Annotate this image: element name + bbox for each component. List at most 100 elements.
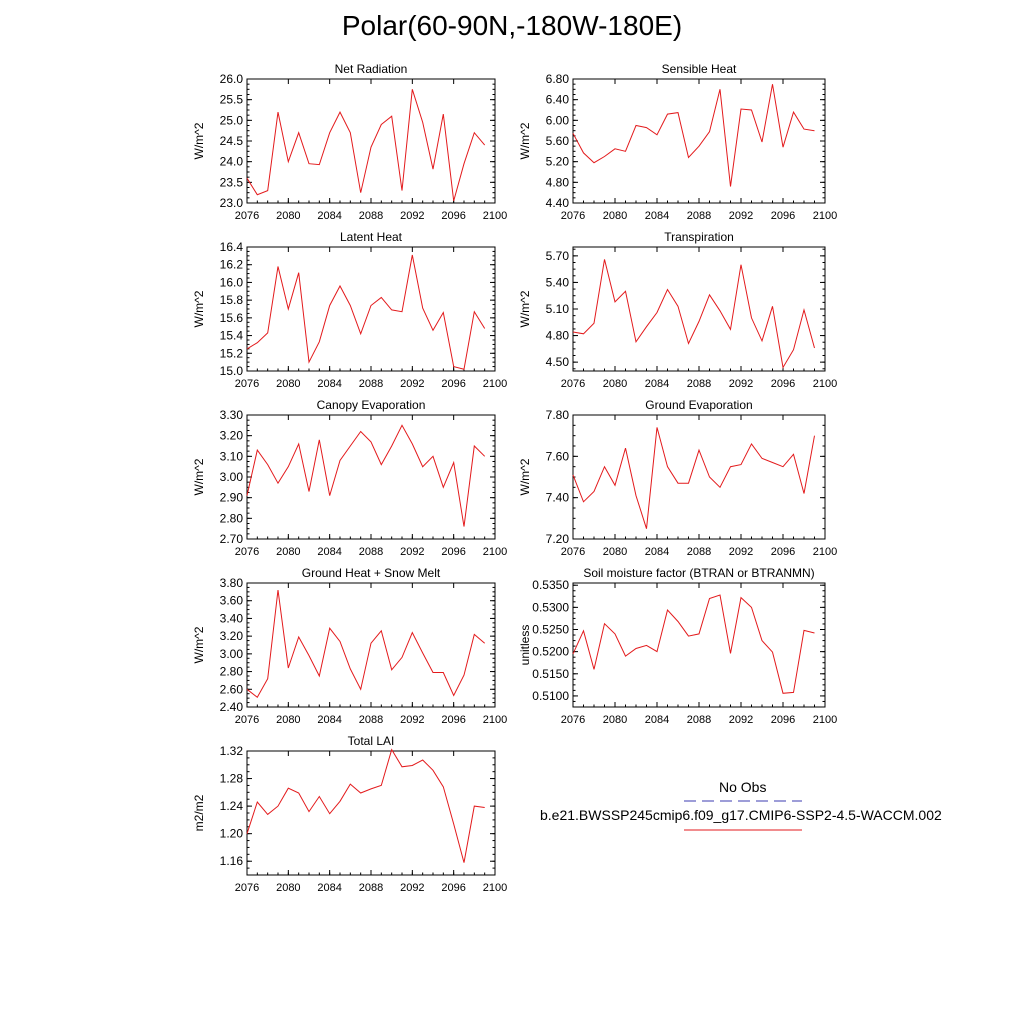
panel-7-ytick-label: 3.80 [220, 576, 244, 590]
panel-1-xtick-label: 2100 [483, 210, 507, 222]
panel-7-series-line [246, 590, 486, 699]
panel-1-xtick-label: 2092 [400, 210, 424, 222]
panel-1-ytick-label: 26.0 [220, 72, 244, 86]
panel-7-xtick-label: 2076 [235, 714, 259, 726]
panel-3-ytick-label: 16.4 [220, 240, 244, 254]
panel-1-xtick-label: 2080 [276, 210, 300, 222]
panel-4-ytick-label: 5.70 [546, 249, 570, 263]
panel-3-xtick-label: 2084 [317, 378, 341, 390]
panel-9-xtick-label: 2096 [441, 882, 465, 894]
panel-5-xtick-label: 2076 [235, 546, 259, 558]
panel-9-xtick-label: 2100 [483, 882, 507, 894]
panel-3-ytick-label: 16.2 [220, 258, 244, 272]
panel-3-ytick-label: 16.0 [220, 275, 244, 289]
panel-8-xtick-label: 2100 [813, 714, 837, 726]
panel-5-xtick-label: 2080 [276, 546, 300, 558]
panel-6-xtick-label: 2080 [603, 546, 627, 558]
panel-3-ytick-label: 15.4 [220, 329, 244, 343]
panel-4-xtick-label: 2096 [771, 378, 795, 390]
panel-7-xtick-label: 2088 [359, 714, 383, 726]
panel-3-xtick-label: 2088 [359, 378, 383, 390]
panel-4-xtick-label: 2092 [729, 378, 753, 390]
panel-2-xtick-label: 2100 [813, 210, 837, 222]
panel-9-xtick-label: 2076 [235, 882, 259, 894]
panel-8-xtick-label: 2084 [645, 714, 669, 726]
panel-9-xtick-label: 2088 [359, 882, 383, 894]
panel-7-ylabel: W/m^2 [192, 626, 206, 663]
panel-1-ylabel: W/m^2 [192, 122, 206, 159]
panel-3-series-line [246, 254, 486, 370]
panel-4-ytick-label: 5.10 [546, 302, 570, 316]
panel-7-xtick-label: 2100 [483, 714, 507, 726]
panel-8-ytick-label: 0.5150 [532, 667, 569, 681]
panel-4-xtick-label: 2080 [603, 378, 627, 390]
panel-9-ylabel: m2/m2 [192, 794, 206, 831]
panel-8-series-line [572, 594, 815, 694]
panel-7-xtick-label: 2096 [441, 714, 465, 726]
panel-4-series-line [572, 259, 815, 369]
panel-6-ytick-label: 7.60 [546, 449, 570, 463]
panel-5-xtick-label: 2084 [317, 546, 341, 558]
panel-2-xtick-label: 2084 [645, 210, 669, 222]
panel-1-ytick-label: 23.0 [220, 196, 244, 210]
panel-1-title: Net Radiation [335, 62, 408, 76]
panel-6-title: Ground Evaporation [645, 398, 752, 412]
panel-9-ytick-label: 1.20 [220, 827, 244, 841]
panel-2-ytick-label: 6.80 [546, 72, 570, 86]
panel-1-xtick-label: 2084 [317, 210, 341, 222]
panel-6-ytick-label: 7.40 [546, 491, 570, 505]
panel-2-ytick-label: 6.40 [546, 93, 570, 107]
panel-5-title: Canopy Evaporation [317, 398, 426, 412]
panel-7-xtick-label: 2080 [276, 714, 300, 726]
panel-3-xtick-label: 2076 [235, 378, 259, 390]
panel-3-ytick-label: 15.6 [220, 311, 244, 325]
panel-2-xtick-label: 2080 [603, 210, 627, 222]
panel-5-ytick-label: 2.90 [220, 491, 244, 505]
panel-5-ytick-label: 3.20 [220, 429, 244, 443]
panel-5-ytick-label: 3.00 [220, 470, 244, 484]
panel-1-xtick-label: 2088 [359, 210, 383, 222]
panel-5-xtick-label: 2096 [441, 546, 465, 558]
panel-2-ytick-label: 5.20 [546, 155, 570, 169]
panel-5-frame [246, 414, 496, 540]
panel-2-ytick-label: 4.40 [546, 196, 570, 210]
panel-4-ylabel: W/m^2 [518, 290, 532, 327]
panel-3-ylabel: W/m^2 [192, 290, 206, 327]
panel-6-xtick-label: 2096 [771, 546, 795, 558]
panel-1-xtick-label: 2096 [441, 210, 465, 222]
panel-3-xtick-label: 2096 [441, 378, 465, 390]
panel-6-ytick-label: 7.80 [546, 408, 570, 422]
panel-4-xtick-label: 2088 [687, 378, 711, 390]
panel-4-ytick-label: 5.40 [546, 275, 570, 289]
panel-5-xtick-label: 2100 [483, 546, 507, 558]
panel-1-series-line [246, 89, 486, 202]
panel-6-ytick-label: 7.20 [546, 532, 570, 546]
panel-4-xtick-label: 2076 [561, 378, 585, 390]
panel-7-ytick-label: 3.20 [220, 629, 244, 643]
panel-2-xtick-label: 2088 [687, 210, 711, 222]
panel-9-xtick-label: 2084 [317, 882, 341, 894]
panel-1-ytick-label: 23.5 [220, 175, 244, 189]
panel-9-xtick-label: 2080 [276, 882, 300, 894]
panel-7-title: Ground Heat + Snow Melt [302, 566, 441, 580]
panel-6-series-line [572, 427, 815, 529]
panel-1-ytick-label: 25.0 [220, 113, 244, 127]
panel-6-ylabel: W/m^2 [518, 458, 532, 495]
panel-4-ytick-label: 4.50 [546, 355, 570, 369]
panel-8-ytick-label: 0.5250 [532, 623, 569, 637]
panel-8-xtick-label: 2096 [771, 714, 795, 726]
panel-6-xtick-label: 2084 [645, 546, 669, 558]
panel-7-ytick-label: 3.00 [220, 647, 244, 661]
panel-8-ytick-label: 0.5300 [532, 600, 569, 614]
panel-2-ylabel: W/m^2 [518, 122, 532, 159]
panel-1-ytick-label: 24.0 [220, 155, 244, 169]
panel-2-xtick-label: 2076 [561, 210, 585, 222]
panel-5-ytick-label: 3.10 [220, 449, 244, 463]
panel-3-xtick-label: 2092 [400, 378, 424, 390]
panel-1-ytick-label: 25.5 [220, 93, 244, 107]
panel-7-ytick-label: 2.40 [220, 700, 244, 714]
panel-9-ytick-label: 1.28 [220, 772, 244, 786]
panel-8-xtick-label: 2092 [729, 714, 753, 726]
panel-2-xtick-label: 2092 [729, 210, 753, 222]
